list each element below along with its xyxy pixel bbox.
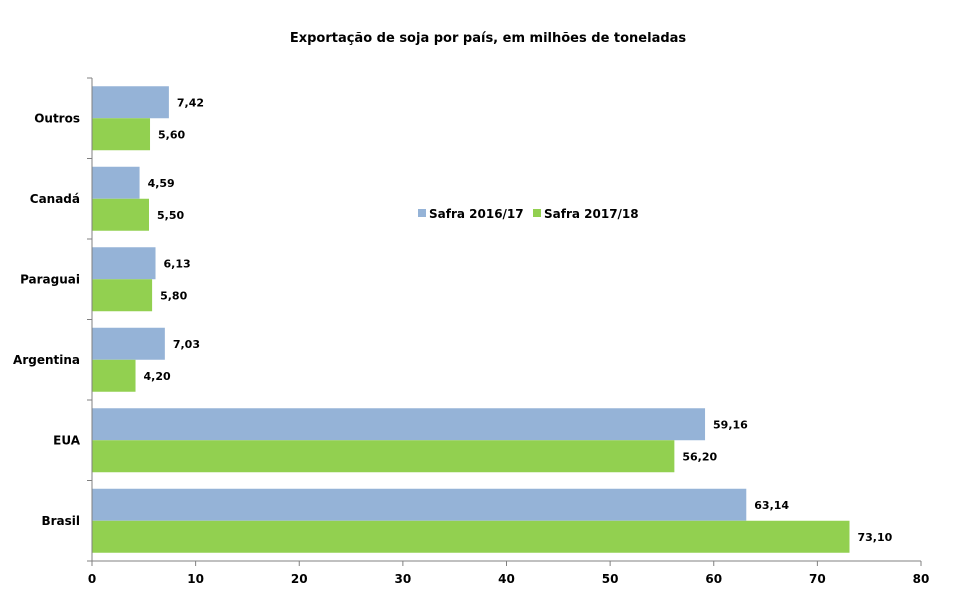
x-tick-label-10: 10 xyxy=(187,572,204,586)
data-label-paraguai-series-2: 5,80 xyxy=(160,289,187,302)
bar-brasil-series-2 xyxy=(92,520,850,553)
bar-canadá-series-2 xyxy=(92,198,149,231)
x-tick-label-20: 20 xyxy=(291,572,308,586)
legend-label-series-1: Safra 2016/17 xyxy=(429,207,524,221)
data-label-canadá-series-1: 4,59 xyxy=(148,177,175,190)
legend-label-series-2: Safra 2017/18 xyxy=(544,207,639,221)
data-label-outros-series-1: 7,42 xyxy=(177,96,204,109)
category-label-brasil: Brasil xyxy=(41,514,80,528)
category-label-paraguai: Paraguai xyxy=(20,272,80,286)
bar-outros-series-1 xyxy=(92,86,169,119)
data-label-eua-series-1: 59,16 xyxy=(713,418,748,431)
bars-layer: 63,14 73,10 59,16 56,20 7,03 4,20 6,13 5,80 4,59… xyxy=(92,86,893,553)
x-tick-label-80: 80 xyxy=(913,572,930,586)
bar-paraguai-series-1 xyxy=(92,247,156,280)
category-label-canadá: Canadá xyxy=(30,192,80,206)
data-label-argentina-series-1: 7,03 xyxy=(173,338,200,351)
data-label-brasil-series-2: 73,10 xyxy=(857,531,892,544)
data-label-argentina-series-2: 4,20 xyxy=(144,370,171,383)
data-label-paraguai-series-1: 6,13 xyxy=(164,257,191,270)
legend: Safra 2016/17 Safra 2017/18 xyxy=(418,207,639,221)
bar-argentina-series-2 xyxy=(92,359,136,392)
bar-eua-series-1 xyxy=(92,408,706,441)
bar-canadá-series-1 xyxy=(92,166,140,199)
category-label-eua: EUA xyxy=(53,433,81,447)
data-label-eua-series-2: 56,20 xyxy=(682,450,717,463)
axes-layer: Brasil EUA Argentina Paraguai Canadá Outros 0 1… xyxy=(13,77,930,586)
category-label-outros: Outros xyxy=(34,111,80,125)
x-tick-label-60: 60 xyxy=(705,572,722,586)
chart-title: Exportação de soja por país, em milhões … xyxy=(290,31,687,46)
data-label-brasil-series-1: 63,14 xyxy=(754,499,789,512)
data-label-canadá-series-2: 5,50 xyxy=(157,209,184,222)
x-tick-label-0: 0 xyxy=(88,572,96,586)
legend-swatch-series-2 xyxy=(533,209,541,217)
category-label-argentina: Argentina xyxy=(13,353,80,367)
x-tick-label-40: 40 xyxy=(498,572,515,586)
bar-brasil-series-1 xyxy=(92,488,747,521)
legend-swatch-series-1 xyxy=(418,209,426,217)
data-label-outros-series-2: 5,60 xyxy=(158,128,185,141)
bar-argentina-series-1 xyxy=(92,327,165,360)
x-tick-label-30: 30 xyxy=(395,572,412,586)
bar-eua-series-2 xyxy=(92,440,675,473)
x-tick-label-70: 70 xyxy=(809,572,826,586)
x-tick-label-50: 50 xyxy=(602,572,619,586)
bar-paraguai-series-2 xyxy=(92,279,153,312)
bar-outros-series-2 xyxy=(92,118,151,151)
